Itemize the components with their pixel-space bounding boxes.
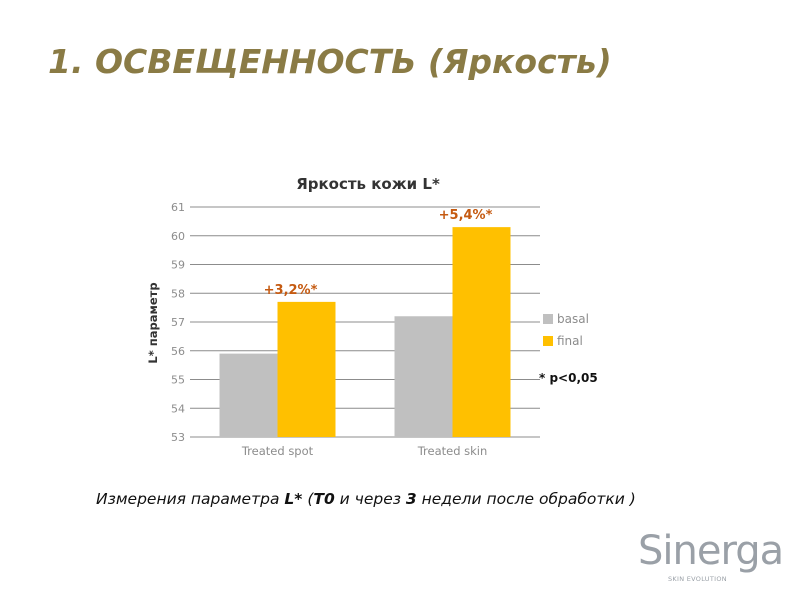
bar-final-2 [452,227,511,437]
y-tick-label: 53 [171,431,185,444]
legend-swatch-basal [543,314,553,324]
bar-chart: Яркость кожи L* 53 54 55 56 57 58 59 60 61 Treat… [146,175,598,458]
x-tick-label: Treated spot [241,444,314,458]
caption-bold-param: L* [284,490,303,508]
bar-annotations: +3,2%* +5,4%* [264,208,493,298]
sinerga-logo: Sinerga SKIN EVOLUTION [638,528,788,594]
slide-title: 1. ОСВЕЩЕННОСТЬ (Яркость) [48,42,612,81]
y-tick-label: 57 [171,316,185,329]
legend-label-basal: basal [557,312,589,326]
x-axis-ticks: Treated spot Treated skin [241,444,487,458]
x-tick-label: Treated skin [417,444,488,458]
bar-basal-1 [219,353,278,437]
caption-text-2: ( [302,490,314,508]
legend-swatch-final [543,336,553,346]
bar-final-1 [277,301,336,437]
logo-wordmark: Sinerga [638,528,784,574]
caption-bold-t0: T0 [313,490,335,508]
y-tick-label: 61 [171,201,185,214]
caption-text-3: и через [334,490,406,508]
logo-tagline: SKIN EVOLUTION [668,575,727,583]
bar-annotation: +5,4%* [439,208,493,223]
bars [219,227,511,437]
y-axis-ticks: 53 54 55 56 57 58 59 60 61 [171,201,185,444]
caption: Измерения параметра L* (T0 и через 3 нед… [96,489,706,510]
y-tick-label: 54 [171,402,185,415]
y-tick-label: 55 [171,374,185,387]
y-axis-label: L* параметр [146,282,160,363]
legend: basal final [543,312,589,348]
caption-text-4: недели после обработки ) [416,490,636,508]
legend-label-final: final [557,334,583,348]
y-tick-label: 59 [171,259,185,272]
caption-bold-weeks: 3 [405,490,417,508]
chart-title: Яркость кожи L* [296,175,440,193]
caption-text-1: Измерения параметра [96,490,285,508]
y-tick-label: 60 [171,230,185,243]
bar-basal-2 [394,316,453,437]
bar-annotation: +3,2%* [264,283,318,298]
significance-footnote: * p<0,05 [539,371,598,385]
y-tick-label: 56 [171,345,185,358]
y-tick-label: 58 [171,287,185,300]
